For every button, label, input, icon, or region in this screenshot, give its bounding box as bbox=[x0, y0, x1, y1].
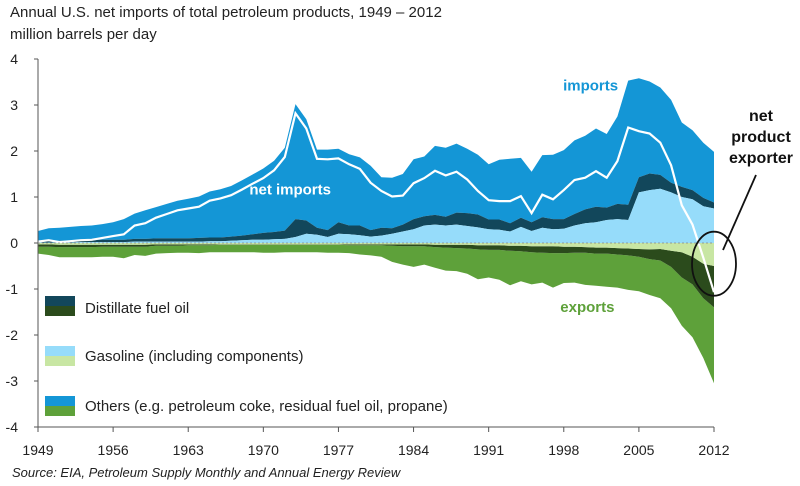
chart-labels: imports net imports exports bbox=[45, 77, 757, 416]
legend-swatch-exports bbox=[45, 306, 75, 316]
x-tick-label: 1998 bbox=[548, 442, 579, 458]
area-distillate-imports bbox=[38, 173, 714, 243]
exports-label: exports bbox=[560, 299, 614, 316]
y-tick-label: -2 bbox=[6, 327, 19, 343]
y-tick-label: -4 bbox=[6, 419, 19, 435]
annotation-line-3: exporter bbox=[728, 150, 794, 167]
x-tick-label: 2005 bbox=[623, 442, 654, 458]
x-tick-label: 1984 bbox=[398, 442, 429, 458]
x-tick-label: 1963 bbox=[173, 442, 204, 458]
annotation-line-2: product bbox=[731, 129, 791, 146]
legend-swatch-imports bbox=[45, 296, 75, 306]
y-tick-label: -3 bbox=[6, 373, 19, 389]
annotation-line-1: net bbox=[749, 108, 773, 125]
exporter-circle bbox=[691, 230, 737, 297]
legend-swatch-imports bbox=[45, 346, 75, 356]
y-tick-label: 4 bbox=[10, 51, 18, 67]
x-tick-label: 1977 bbox=[323, 442, 354, 458]
y-axis-label: million barrels per day bbox=[10, 26, 157, 43]
chart-title: Annual U.S. net imports of total petrole… bbox=[10, 4, 442, 21]
y-tick-label: 1 bbox=[10, 189, 18, 205]
y-tick-label: -1 bbox=[6, 281, 19, 297]
y-tick-label: 2 bbox=[10, 143, 18, 159]
legend-distillate-label: Distillate fuel oil bbox=[85, 300, 190, 317]
net-product-exporter-annotation: net product exporter bbox=[718, 106, 800, 169]
x-tick-label: 1949 bbox=[22, 442, 53, 458]
source-note: Source: EIA, Petroleum Supply Monthly an… bbox=[12, 465, 401, 480]
x-tick-label: 1970 bbox=[248, 442, 279, 458]
y-tick-label: 3 bbox=[10, 97, 18, 113]
x-tick-label: 2012 bbox=[698, 442, 729, 458]
area-gasoline-exports bbox=[38, 243, 714, 266]
net-imports-label: net imports bbox=[249, 182, 331, 199]
imports-label: imports bbox=[563, 77, 618, 94]
area-other-exports bbox=[38, 244, 714, 384]
net-imports-line bbox=[37, 110, 716, 293]
area-gasoline-imports bbox=[38, 188, 714, 243]
legend-gasoline-label: Gasoline (including components) bbox=[85, 348, 304, 365]
legend-swatch-exports bbox=[45, 406, 75, 416]
x-tick-label: 1991 bbox=[473, 442, 504, 458]
area-distillate-exports bbox=[38, 244, 714, 308]
chart-areas bbox=[37, 78, 716, 384]
legend-others-label: Others (e.g. petroleum coke, residual fu… bbox=[85, 398, 448, 415]
y-tick-label: 0 bbox=[10, 235, 18, 251]
annotation-pointer bbox=[722, 174, 757, 251]
x-tick-label: 1956 bbox=[98, 442, 129, 458]
legend-swatch-imports bbox=[45, 396, 75, 406]
area-other-imports bbox=[38, 78, 714, 242]
legend-swatch-exports bbox=[45, 356, 75, 366]
